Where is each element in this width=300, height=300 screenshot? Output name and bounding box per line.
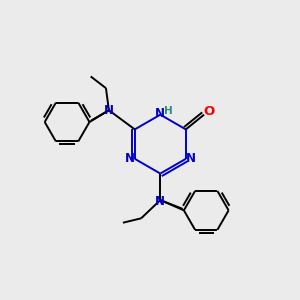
Text: N: N (104, 104, 114, 117)
Text: H: H (164, 106, 173, 116)
Text: N: N (185, 152, 196, 165)
Text: N: N (155, 195, 165, 208)
Text: N: N (155, 107, 165, 120)
Text: N: N (125, 152, 135, 165)
Text: O: O (203, 105, 214, 118)
